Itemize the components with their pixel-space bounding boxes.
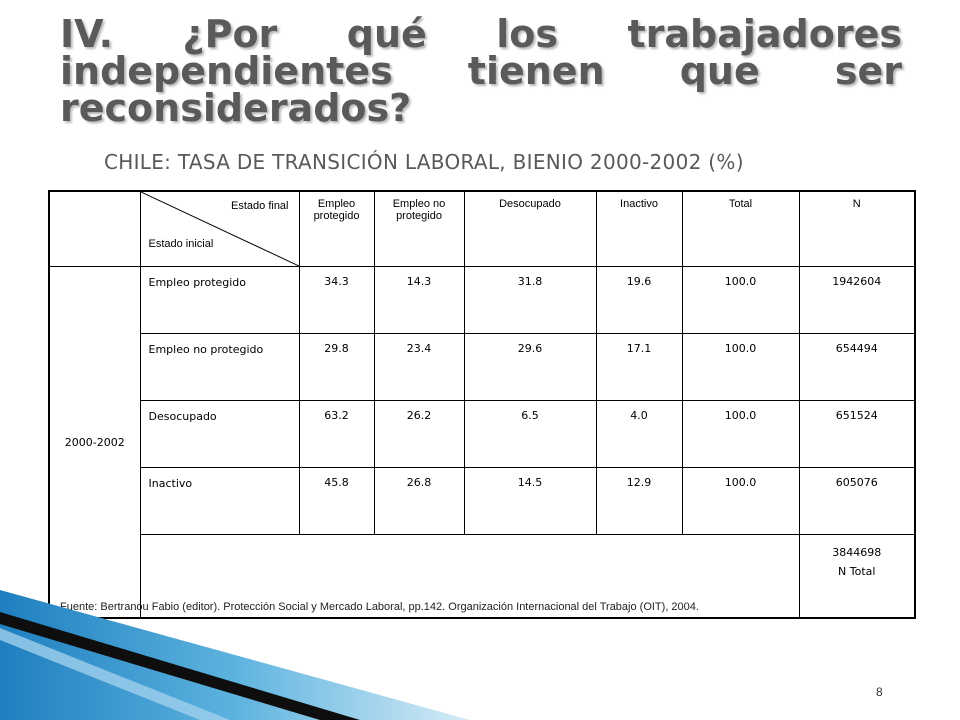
table-cell: 605076	[798, 467, 916, 535]
table-cell: 29.8	[298, 333, 375, 401]
table-cell: 23.4	[373, 333, 465, 401]
table-cell: 63.2	[298, 400, 375, 468]
diagonal-header-cell: Estado final Estado inicial	[139, 190, 300, 267]
blue-wedge	[0, 590, 470, 720]
period-cell: 2000-2002	[48, 266, 141, 619]
table-cell: 14.3	[373, 266, 465, 334]
diagonal-divider	[141, 192, 299, 266]
row-label: Desocupado	[139, 400, 300, 468]
table-row: Inactivo 45.8 26.8 14.5 12.9 100.0 60507…	[49, 467, 916, 535]
table-cell: 100.0	[681, 266, 800, 334]
header-cell: Empleo no protegido	[373, 190, 465, 267]
header-cell: Inactivo	[595, 190, 683, 267]
table-cell: 26.2	[373, 400, 465, 468]
page-number: 8	[876, 685, 883, 699]
slide-title: IV. ¿Por qué los trabajadores independie…	[60, 12, 902, 130]
header-total: Total	[728, 198, 753, 210]
table-cell: 100.0	[681, 400, 800, 468]
header-desocupado: Desocupado	[499, 198, 561, 210]
table-cell: 100.0	[681, 333, 800, 401]
total-value: 3844698	[832, 546, 882, 559]
row-label: Empleo no protegido	[139, 333, 300, 401]
table-cell: 14.5	[463, 467, 597, 535]
table-row: Empleo no protegido 29.8 23.4 29.6 17.1 …	[49, 333, 916, 401]
table-cell: 12.9	[595, 467, 683, 535]
header-cell: Total	[681, 190, 800, 267]
estado-final-label: Estado final	[231, 200, 289, 212]
table-row: Desocupado 63.2 26.2 6.5 4.0 100.0 65152…	[49, 400, 916, 468]
table-cell: 19.6	[595, 266, 683, 334]
table-cell: 100.0	[681, 467, 800, 535]
table-cell: 45.8	[298, 467, 375, 535]
estado-inicial-label: Estado inicial	[148, 238, 214, 250]
row-label: Inactivo	[139, 467, 300, 535]
total-empty-cell	[139, 534, 800, 619]
table-cell: 29.6	[463, 333, 597, 401]
table-cell: 4.0	[595, 400, 683, 468]
source-note: Fuente: Bertranou Fabio (editor). Protec…	[60, 601, 699, 613]
table-row: 2000-2002 Empleo protegido 34.3 14.3 31.…	[48, 266, 916, 619]
table-cell: 31.8	[463, 266, 597, 334]
decorative-swoosh	[0, 590, 470, 720]
total-cell: 3844698 N Total	[798, 534, 916, 619]
header-inactivo: Inactivo	[620, 198, 658, 210]
header-row: Estado final Estado inicial Empleo prote…	[48, 190, 916, 267]
header-empleo-no-protegido: Empleo no protegido	[392, 198, 446, 222]
total-row: 3844698 N Total	[49, 534, 916, 619]
transition-table: Estado final Estado inicial Empleo prote…	[48, 190, 916, 619]
table-cell: 1942604	[798, 266, 916, 334]
table-cell: 6.5	[463, 400, 597, 468]
light-band	[0, 628, 230, 720]
row-label: Empleo protegido	[139, 266, 300, 334]
header-cell: Empleo protegido	[298, 190, 375, 267]
table-cell: 34.3	[298, 266, 375, 334]
table-cell: 26.8	[373, 467, 465, 535]
table-subtitle: CHILE: TASA DE TRANSICIÓN LABORAL, BIENI…	[104, 150, 744, 174]
header-cell: N	[798, 190, 916, 267]
table-cell: 654494	[798, 333, 916, 401]
header-empleo-protegido: Empleo protegido	[313, 198, 360, 222]
total-label: N Total	[838, 565, 876, 578]
dark-band	[0, 612, 360, 720]
empty-corner-cell	[48, 190, 141, 267]
table-cell: 17.1	[595, 333, 683, 401]
table-cell: 651524	[798, 400, 916, 468]
header-n: N	[852, 198, 861, 210]
header-cell: Desocupado	[463, 190, 597, 267]
